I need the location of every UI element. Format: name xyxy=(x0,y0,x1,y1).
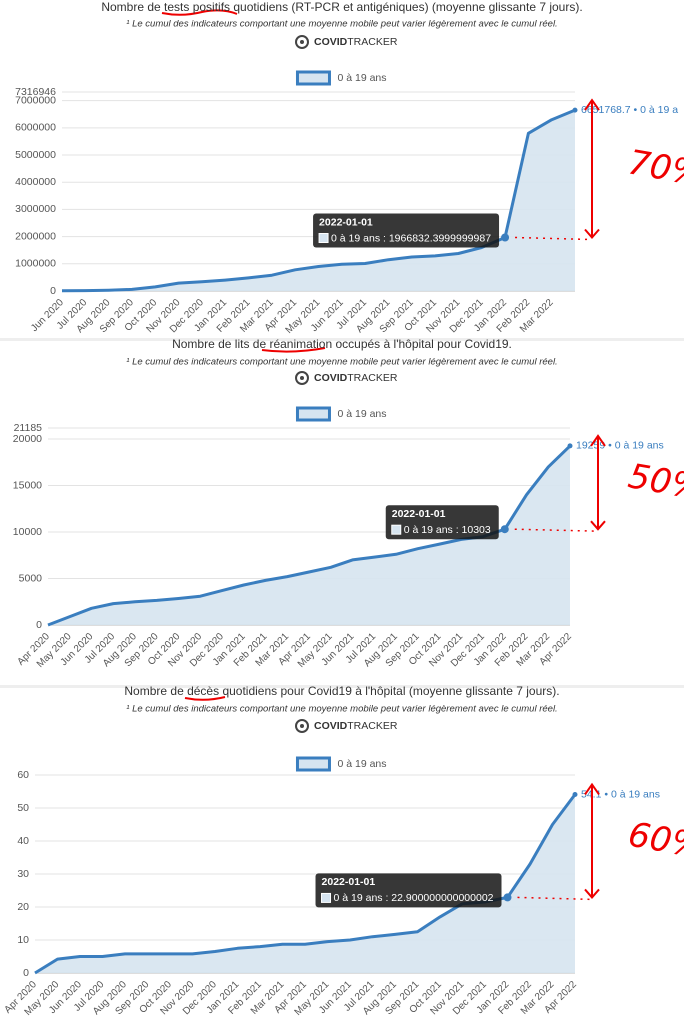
tooltip-swatch xyxy=(321,892,332,903)
y-tick-label: 7000000 xyxy=(15,94,56,106)
brand-icon xyxy=(295,35,309,49)
brand-icon xyxy=(300,724,304,728)
tooltip-box xyxy=(385,505,499,540)
brand-icon xyxy=(300,376,304,380)
y-tick-label: 2000000 xyxy=(15,230,56,242)
y-tick-label: 10 xyxy=(17,934,29,946)
area xyxy=(62,110,575,291)
annotation: 70% xyxy=(625,142,684,195)
end-label: 54.1 • 0 à 19 ans xyxy=(581,788,660,800)
end-label: 6651768.7 • 0 à 19 a xyxy=(581,104,678,116)
y-tick-label: 20000 xyxy=(13,433,42,445)
legend-label: 0 à 19 ans xyxy=(337,758,386,770)
y-tick-label: 6000000 xyxy=(15,122,56,134)
chart-subtitle: ¹ Le cumul des indicateurs comportant un… xyxy=(126,19,557,30)
legend-swatch xyxy=(295,406,331,422)
tooltip-point xyxy=(503,893,512,902)
y-tick-label: 40 xyxy=(17,835,29,847)
chart-subtitle: ¹ Le cumul des indicateurs comportant un… xyxy=(126,704,557,715)
red-arrowhead xyxy=(584,782,600,899)
brand: COVIDTRACKER xyxy=(314,720,398,732)
brand-rest: TRACKER xyxy=(347,372,398,384)
tooltip-swatch xyxy=(391,524,402,535)
end-point xyxy=(572,791,578,797)
y-tick-label: 21185 xyxy=(14,422,43,434)
brand-bold: COVID xyxy=(314,372,348,384)
brand: COVIDTRACKER xyxy=(314,36,398,48)
red-underline xyxy=(261,347,326,353)
red-arrowhead xyxy=(584,98,600,240)
tooltip: 2022-01-01 0 à 19 ans : 1966832.399999998… xyxy=(313,213,500,248)
y-tick-label: 0 xyxy=(36,619,42,631)
y-tick-label: 20 xyxy=(17,901,29,913)
tooltip-box xyxy=(313,213,500,248)
red-underline xyxy=(184,696,226,701)
red-underline xyxy=(161,9,238,16)
y-tick-label: 3000000 xyxy=(15,203,56,215)
annotation: 50% xyxy=(625,456,684,509)
y-tick-label: 10000 xyxy=(13,526,42,538)
chart-title: Nombre de lits de réanimation occupés à … xyxy=(172,337,512,351)
separator xyxy=(0,338,684,341)
end-point xyxy=(572,107,578,113)
y-tick-label: 15000 xyxy=(13,479,42,491)
legend-swatch xyxy=(295,70,331,86)
tooltip-box xyxy=(315,873,502,908)
y-tick-label: 30 xyxy=(17,868,29,880)
annotation: 60% xyxy=(625,815,684,868)
legend-label: 0 à 19 ans xyxy=(337,72,386,84)
tooltip-date: 2022-01-01 xyxy=(322,876,376,888)
y-tick-label: 7316946 xyxy=(15,86,56,98)
tooltip-text: 0 à 19 ans : 1966832.3999999987 xyxy=(331,232,491,244)
area xyxy=(35,794,575,973)
tooltip-swatch xyxy=(318,233,329,244)
red-dotted xyxy=(515,236,593,241)
end-point xyxy=(567,443,573,449)
brand-icon xyxy=(295,719,309,733)
brand-bold: COVID xyxy=(314,720,348,732)
legend-label: 0 à 19 ans xyxy=(337,408,386,420)
brand-icon xyxy=(300,40,304,44)
chart-subtitle: ¹ Le cumul des indicateurs comportant un… xyxy=(126,357,557,368)
legend-swatch xyxy=(295,756,331,772)
tooltip: 2022-01-01 0 à 19 ans : 10303 xyxy=(385,505,499,540)
y-tick-label: 5000000 xyxy=(15,149,56,161)
area xyxy=(48,445,570,625)
y-tick-label: 0 xyxy=(23,967,29,979)
tooltip-date: 2022-01-01 xyxy=(392,508,446,520)
chart-title: Nombre de décès quotidiens pour Covid19 … xyxy=(124,684,559,698)
tooltip-text: 0 à 19 ans : 22.900000000000002 xyxy=(334,892,494,904)
y-tick-label: 5000 xyxy=(19,572,43,584)
tooltip: 2022-01-01 0 à 19 ans : 22.90000000000000… xyxy=(315,873,502,908)
tooltip-date: 2022-01-01 xyxy=(319,216,373,228)
tooltip-point xyxy=(501,233,510,242)
end-label: 19259 • 0 à 19 ans xyxy=(576,440,664,452)
y-tick-label: 4000000 xyxy=(15,176,56,188)
chart-title: Nombre de tests positifs quotidiens (RT-… xyxy=(101,0,582,14)
separator xyxy=(0,685,684,688)
brand-rest: TRACKER xyxy=(347,36,398,48)
tooltip-point xyxy=(500,525,509,534)
y-tick-label: 60 xyxy=(17,769,29,781)
brand-rest: TRACKER xyxy=(347,720,398,732)
red-arrowhead xyxy=(590,434,606,531)
y-tick-label: 50 xyxy=(17,802,29,814)
y-tick-label: 0 xyxy=(50,285,56,297)
y-tick-label: 1000000 xyxy=(15,258,56,270)
brand-bold: COVID xyxy=(314,36,348,48)
tooltip-text: 0 à 19 ans : 10303 xyxy=(404,524,491,536)
brand: COVIDTRACKER xyxy=(314,372,398,384)
brand-icon xyxy=(295,371,309,385)
